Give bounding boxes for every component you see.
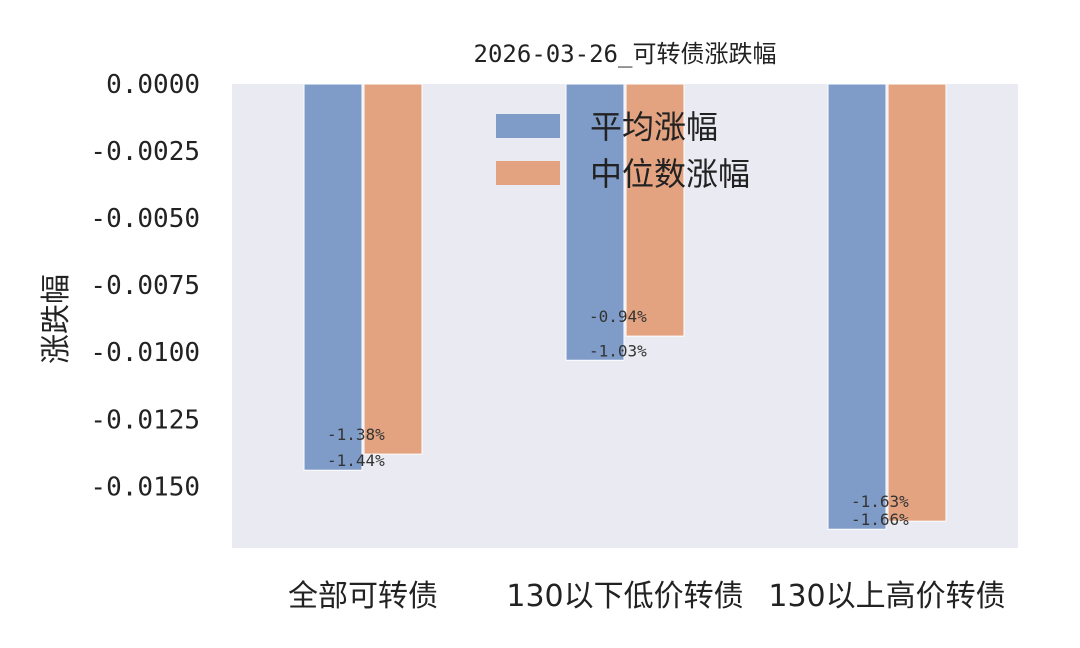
bar-mean xyxy=(565,83,625,361)
y-tick-label: -0.0075 xyxy=(90,271,200,301)
y-tick-label: -0.0025 xyxy=(90,137,200,167)
y-tick-label: -0.0150 xyxy=(90,472,200,502)
y-tick-label: -0.0125 xyxy=(90,405,200,435)
x-tick-label: 130以下低价转债 xyxy=(506,579,743,614)
legend-swatch xyxy=(496,161,560,185)
y-tick-label: -0.0100 xyxy=(90,338,200,368)
y-tick-label: 0.0000 xyxy=(106,70,200,100)
bars xyxy=(303,83,947,530)
bar-mean xyxy=(303,83,363,471)
data-label: -1.44% xyxy=(327,451,385,470)
x-axis-categories: 全部可转债 130以下低价转债 130以上高价转债 xyxy=(288,579,1006,614)
data-label: -1.66% xyxy=(851,510,909,529)
bar-median xyxy=(887,83,947,522)
y-axis-ticks: 0.0000 -0.0025 -0.0050 -0.0075 -0.0100 -0.012… xyxy=(90,70,200,502)
chart-title: 2026-03-26_可转债涨跌幅 xyxy=(474,40,777,68)
data-label: -1.38% xyxy=(327,425,385,444)
data-label: -1.03% xyxy=(589,341,647,360)
bar-median xyxy=(625,83,685,337)
legend-label: 中位数涨幅 xyxy=(590,155,750,193)
bar-median xyxy=(363,83,423,455)
legend-label: 平均涨幅 xyxy=(590,108,718,146)
data-label: -1.63% xyxy=(851,492,909,511)
x-tick-label: 130以上高价转债 xyxy=(768,579,1005,614)
y-axis-label: 涨跌幅 xyxy=(39,274,74,364)
plot-area xyxy=(232,84,1018,548)
x-tick-label: 全部可转债 xyxy=(288,579,438,614)
data-labels: -1.44% -1.38% -1.03% -0.94% -1.66%-1.63% xyxy=(327,307,909,529)
bar-mean xyxy=(827,83,887,530)
legend-swatch xyxy=(496,114,560,138)
y-tick-label: -0.0050 xyxy=(90,204,200,234)
data-label: -0.94% xyxy=(589,307,647,326)
